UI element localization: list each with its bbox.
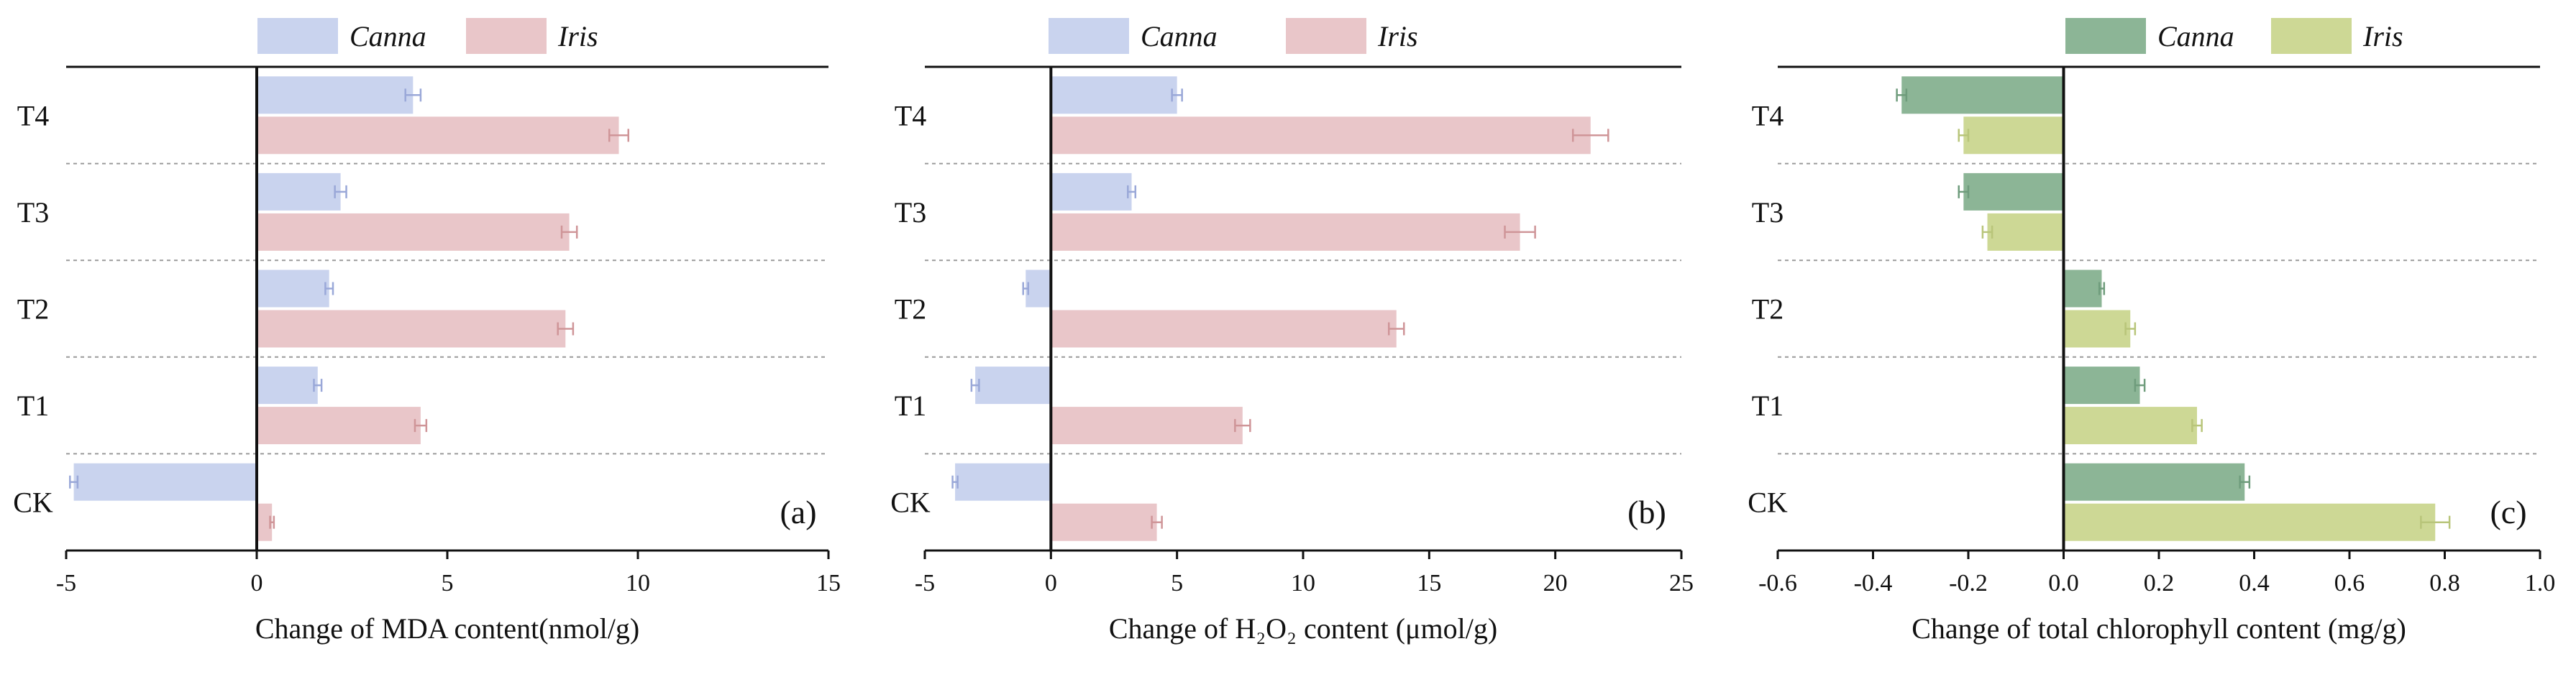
category-label-t3: T3 xyxy=(895,196,926,229)
panel-tag: (a) xyxy=(780,494,816,530)
bar-canna-t3 xyxy=(257,172,341,211)
bar-iris-t4 xyxy=(257,116,619,155)
x-tick-label: 10 xyxy=(1291,570,1315,597)
legend-label-canna: Canna xyxy=(350,20,426,52)
legend-label-iris: Iris xyxy=(2362,20,2403,52)
panel-tag: (b) xyxy=(1627,494,1666,530)
category-label-t4: T4 xyxy=(17,99,49,132)
category-label-t2: T2 xyxy=(17,293,49,326)
x-tick-label: 0 xyxy=(251,570,263,597)
bar-canna-t2 xyxy=(257,270,329,308)
legend-swatch-iris xyxy=(1286,18,1366,54)
legend-swatch-canna xyxy=(2065,18,2146,54)
category-label-t1: T1 xyxy=(1752,390,1783,422)
x-axis-title: Change of H₂O₂ content (μmol/g) xyxy=(1109,612,1497,645)
bar-canna-t3 xyxy=(1051,172,1132,211)
category-label-ck: CK xyxy=(890,487,931,519)
legend-swatch-iris xyxy=(2271,18,2352,54)
bar-iris-ck xyxy=(2063,503,2436,541)
bar-iris-t1 xyxy=(257,407,421,445)
panel-b: T4 T3 T2 T1 CK -5 0 5 10 15 20 25 Change of H₂O₂ con… xyxy=(890,18,1694,645)
bar-iris-t2 xyxy=(2063,310,2131,348)
x-tick-label: 0.0 xyxy=(2048,570,2079,597)
x-axis-title: Change of total chlorophyll content (mg/… xyxy=(1912,612,2406,645)
x-tick-label: -0.4 xyxy=(1854,570,1893,597)
bar-iris-ck xyxy=(257,503,273,541)
x-tick-label: 0.4 xyxy=(2239,570,2270,597)
x-tick-label: 1.0 xyxy=(2525,570,2556,597)
x-tick-label: 5 xyxy=(1171,570,1183,597)
x-tick-label: 0.2 xyxy=(2144,570,2175,597)
category-label-t2: T2 xyxy=(1752,293,1783,326)
x-tick-label: -0.2 xyxy=(1949,570,1988,597)
x-tick-label: 15 xyxy=(816,570,841,597)
legend-swatch-canna xyxy=(257,18,338,54)
bar-iris-t3 xyxy=(257,213,570,251)
bar-canna-t3 xyxy=(1963,172,2064,211)
bar-canna-t2 xyxy=(1026,270,1051,308)
category-label-t3: T3 xyxy=(17,196,49,229)
category-label-t1: T1 xyxy=(895,390,926,422)
bar-canna-t4 xyxy=(1901,76,2064,114)
category-label-t1: T1 xyxy=(17,390,49,422)
legend-label-iris: Iris xyxy=(1377,20,1418,52)
x-tick-label: 0.8 xyxy=(2429,570,2460,597)
bar-canna-t1 xyxy=(975,367,1051,405)
x-tick-label: 15 xyxy=(1417,570,1441,597)
bar-canna-t4 xyxy=(257,76,414,114)
panel-c: T4 T3 T2 T1 CK -0.6 -0.4 -0.2 0.0 0.2 0.4 0.6 0.8 1.0… xyxy=(1748,18,2555,645)
category-label-t4: T4 xyxy=(895,99,926,132)
bar-canna-t2 xyxy=(2063,270,2102,308)
legend-swatch-canna xyxy=(1049,18,1129,54)
bar-iris-t3 xyxy=(1987,213,2064,251)
category-label-t3: T3 xyxy=(1752,196,1783,229)
bar-canna-ck xyxy=(2063,463,2245,501)
bar-canna-t1 xyxy=(2063,367,2140,405)
bar-canna-ck xyxy=(73,463,257,501)
x-tick-label: 0 xyxy=(1045,570,1057,597)
panel-tag: (c) xyxy=(2490,494,2526,530)
legend-label-canna: Canna xyxy=(1141,20,1218,52)
category-label-ck: CK xyxy=(13,487,53,519)
bar-iris-t3 xyxy=(1051,213,1520,251)
x-tick-label: -5 xyxy=(915,570,935,597)
bar-iris-t1 xyxy=(1051,407,1243,445)
legend-label-iris: Iris xyxy=(557,20,598,52)
bar-iris-t2 xyxy=(1051,310,1397,348)
bar-canna-t4 xyxy=(1051,76,1177,114)
category-label-t2: T2 xyxy=(895,293,926,326)
legend-label-canna: Canna xyxy=(2157,20,2234,52)
x-tick-label: -5 xyxy=(56,570,76,597)
x-tick-label: -0.6 xyxy=(1758,570,1797,597)
x-tick-label: 5 xyxy=(442,570,454,597)
bar-canna-t1 xyxy=(257,367,318,405)
category-label-t4: T4 xyxy=(1752,99,1783,132)
bar-iris-t1 xyxy=(2063,407,2197,445)
bar-iris-t4 xyxy=(1963,116,2064,155)
bar-iris-t2 xyxy=(257,310,566,348)
x-tick-label: 20 xyxy=(1543,570,1568,597)
x-tick-label: 0.6 xyxy=(2334,570,2365,597)
bar-canna-ck xyxy=(955,463,1051,501)
bar-iris-t4 xyxy=(1051,116,1591,155)
bar-iris-ck xyxy=(1051,503,1157,541)
panel-a: T4 T3 T2 T1 CK -5 0 5 10 15 Change of MDA content(… xyxy=(13,18,841,645)
x-tick-label: 25 xyxy=(1669,570,1694,597)
category-label-ck: CK xyxy=(1748,487,1788,519)
legend-swatch-iris xyxy=(466,18,547,54)
x-axis-title: Change of MDA content(nmol/g) xyxy=(255,612,639,645)
x-tick-label: 10 xyxy=(626,570,650,597)
